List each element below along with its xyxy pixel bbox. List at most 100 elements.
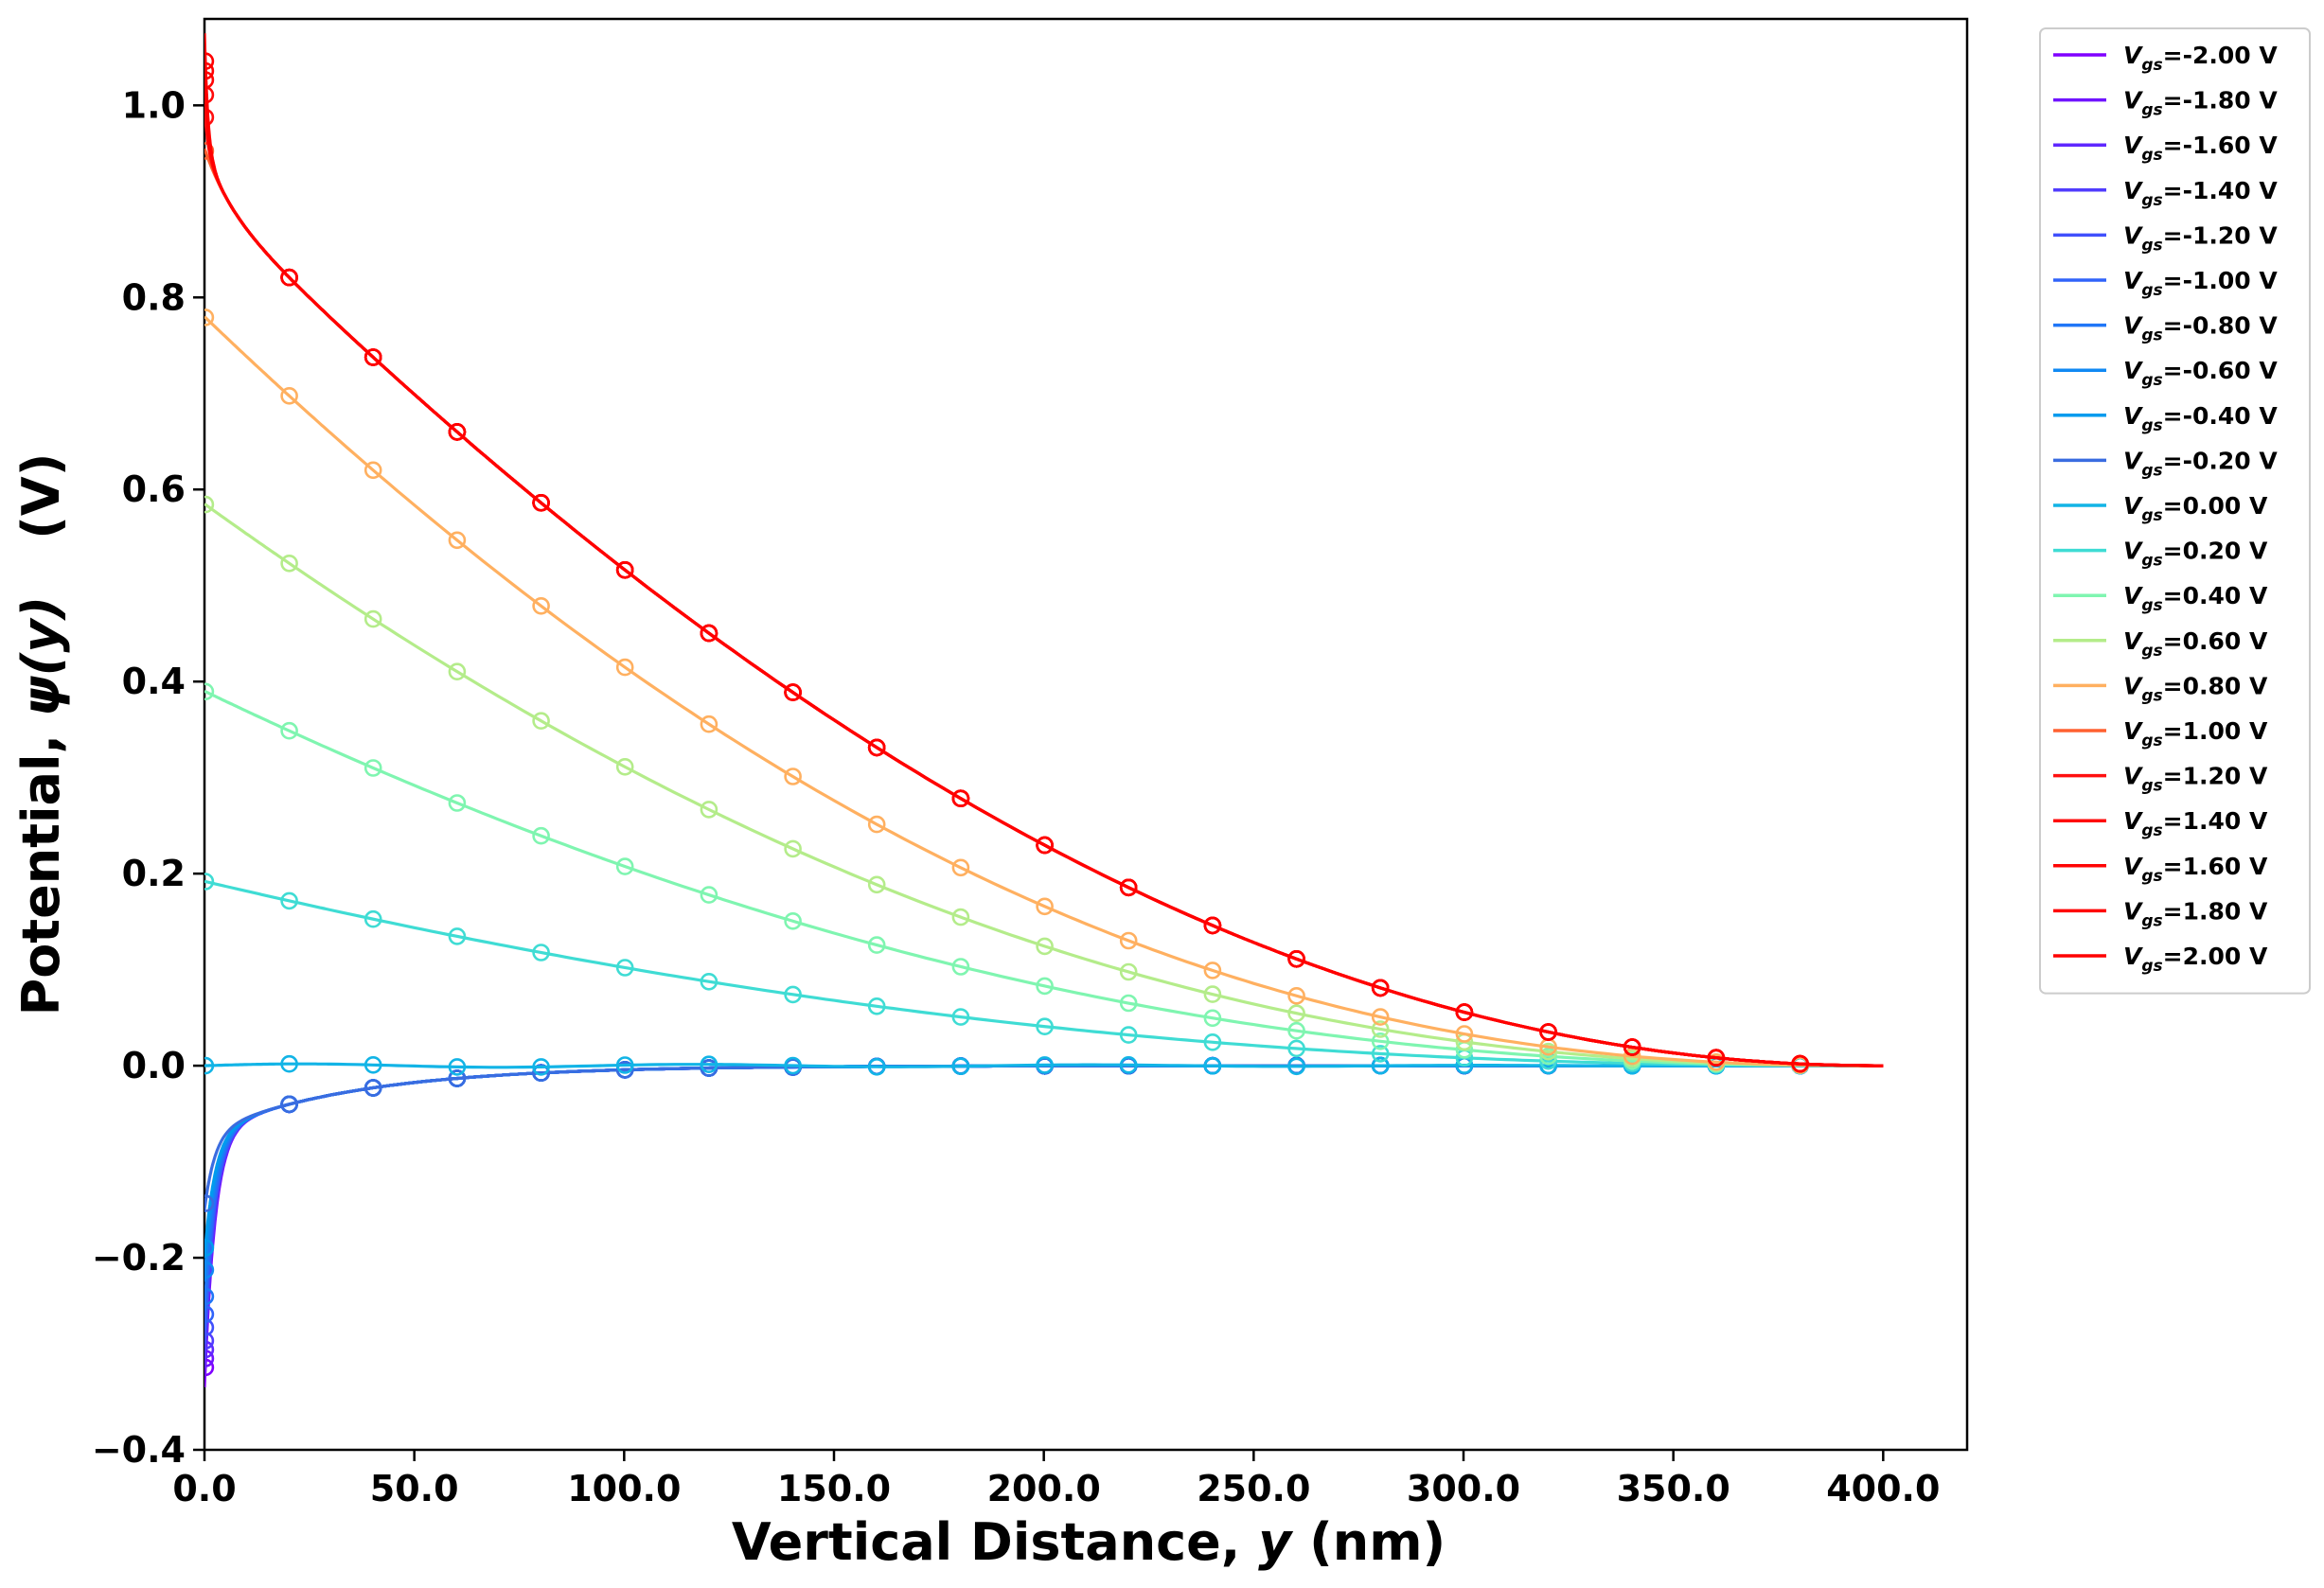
series-line-10 [204,1062,1884,1069]
series-marker-8-0 [204,1239,215,1257]
series-marker-15-0 [204,142,215,160]
series-marker-10-3 [448,1058,467,1076]
series-marker-10-2 [364,1056,382,1074]
legend-entry-3: Vgs=-1.40 V [2123,177,2278,210]
series-marker-9-4 [532,1064,550,1082]
series-marker-14-10 [1036,897,1054,916]
series-marker-14-14 [1371,1008,1390,1026]
series-marker-12-4 [532,826,550,845]
series-marker-20-16 [1539,1023,1557,1041]
legend-entry-0: Vgs=-2.00 V [2123,42,2278,75]
series-marker-11-9 [951,1008,970,1026]
series-marker-13-13 [1287,1004,1305,1022]
series-marker-14-2 [364,461,382,480]
x-tick-label-5: 250.0 [1197,1468,1310,1509]
series-marker-11-6 [700,973,718,991]
series-marker-14-4 [532,596,550,615]
series-marker-10-10 [1036,1056,1054,1074]
series-marker-20-14 [1371,979,1390,997]
series-marker-20-2 [364,348,382,366]
y-tick-label-2: 0.0 [122,1045,186,1086]
legend-entry-19: Vgs=1.80 V [2123,897,2268,930]
x-tick-label-4: 200.0 [987,1468,1101,1509]
series-marker-20-7 [784,683,802,701]
series-marker-20-5 [615,560,634,579]
series-marker-10-6 [700,1055,718,1073]
y-tick-label-4: 0.4 [122,661,186,702]
legend-entry-11: Vgs=0.20 V [2123,538,2268,571]
series-line-14 [204,315,1884,1067]
series-marker-11-10 [1036,1017,1054,1035]
legend-entry-9: Vgs=-0.20 V [2123,447,2278,480]
series-marker-12-16 [1539,1047,1557,1066]
series-marker-20-9 [951,789,970,808]
series-marker-13-7 [784,839,802,858]
series-marker-14-12 [1203,962,1222,979]
series-marker-12-9 [951,958,970,976]
y-tick-label-5: 0.6 [122,468,186,510]
series-marker-14-15 [1455,1025,1474,1043]
series-marker-12-1 [280,721,298,740]
y-tick-label-6: 0.8 [122,276,186,318]
series-marker-9-3 [448,1069,467,1087]
series-marker-11-3 [448,927,467,945]
series-marker-10-9 [951,1057,970,1075]
legend-entry-18: Vgs=1.60 V [2123,853,2268,886]
legend: Vgs=-2.00 V Vgs=-1.80 V Vgs=-1.60 V Vgs=-1.… [2039,27,2311,995]
legend-entry-5: Vgs=-1.00 V [2123,267,2278,300]
series-marker-12-8 [867,936,886,954]
x-axis: 0.0 50.0 100.0 150.0 200.0 250.0 300.0 350.0 400… [172,1450,1940,1509]
legend-entry-12: Vgs=0.40 V [2123,582,2268,615]
series-marker-14-11 [1119,931,1138,950]
legend-entry-6: Vgs=-0.80 V [2123,312,2278,345]
legend-entry-7: Vgs=-0.60 V [2123,357,2278,390]
series-marker-11-0 [204,873,215,891]
y-tick-label-7: 1.0 [122,84,186,126]
series-marker-13-4 [532,712,550,731]
series-marker-14-8 [867,815,886,834]
y-tick-label-0: −0.4 [92,1429,186,1471]
series-marker-10-7 [784,1056,802,1075]
series-marker-13-14 [1371,1020,1390,1038]
series-marker-13-5 [615,757,634,776]
x-tick-label-1: 50.0 [370,1468,459,1509]
series-marker-11-11 [1119,1026,1138,1044]
series-marker-6-0 [204,1287,215,1306]
series-marker-10-0 [204,1056,215,1075]
x-tick-label-7: 350.0 [1617,1468,1730,1509]
series-marker-11-13 [1287,1039,1305,1058]
series-line-20 [204,33,1884,1067]
plot-area [204,33,1884,1388]
series-marker-12-3 [448,794,467,812]
series-marker-11-12 [1203,1033,1222,1051]
series-marker-20-15 [1455,1003,1474,1021]
legend-entry-1: Vgs=-1.80 V [2123,87,2278,120]
series-marker-13-11 [1119,962,1138,981]
series-marker-13-16 [1539,1042,1557,1061]
series-line-13 [204,503,1884,1067]
series-marker-14-3 [448,531,467,550]
series-marker-20-13 [1287,949,1305,968]
legend-entry-4: Vgs=-1.20 V [2123,221,2278,255]
series-marker-20-4 [532,493,550,512]
series-marker-14-0 [204,309,215,326]
series-marker-10-11 [1119,1056,1138,1074]
series-marker-14-1 [280,386,298,405]
series-marker-9-1 [280,1095,298,1114]
legend-entry-10: Vgs=0.00 V [2123,492,2268,525]
series-marker-12-0 [204,682,215,701]
series-marker-20-6 [700,624,718,643]
legend-entry-14: Vgs=0.80 V [2123,672,2268,705]
series-marker-11-7 [784,985,802,1004]
series-marker-14-9 [951,858,970,877]
series-marker-10-1 [280,1054,298,1073]
series-marker-12-13 [1287,1021,1305,1040]
series-marker-20-11 [1119,878,1138,897]
legend-entry-13: Vgs=0.60 V [2123,627,2268,661]
series-line-11 [204,879,1884,1067]
x-tick-label-3: 150.0 [777,1468,891,1509]
series-marker-9-5 [615,1061,634,1079]
series-marker-12-6 [700,886,718,904]
series-marker-11-8 [867,997,886,1015]
